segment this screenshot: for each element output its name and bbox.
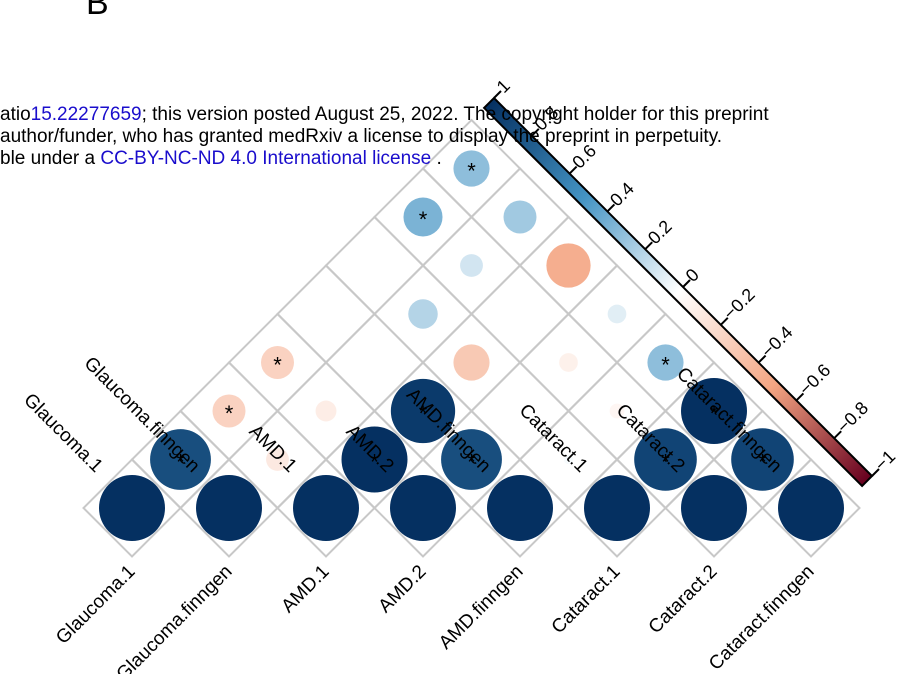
doi-link[interactable]: 15.22277659 (30, 104, 142, 125)
column-label: Cataract.2 (645, 561, 722, 638)
cell-Glaucoma.finngen-Cataract.1 (373, 264, 473, 364)
cell-Glaucoma.1-Cataract.1 (324, 215, 425, 316)
correlation-circle (681, 475, 747, 541)
correlation-circle (390, 475, 456, 541)
colorbar-tick-label: 0 (682, 265, 703, 286)
correlation-circle (261, 346, 294, 379)
preprint-notice-line2: author/funder, who has granted medRxiv a… (0, 126, 723, 147)
notice-prefix: atio (0, 104, 31, 125)
column-label: Cataract.1 (548, 561, 625, 638)
correlation-circle (647, 344, 684, 381)
correlation-circle (150, 429, 211, 490)
colorbar-tick (757, 354, 767, 364)
significance-marker: * (710, 401, 719, 426)
colorbar-tick (833, 430, 842, 439)
correlation-circle (681, 378, 747, 444)
colorbar-tick-label: −0.8 (833, 398, 872, 437)
correlation-circle (460, 254, 483, 277)
column-label: AMD.2 (375, 561, 431, 617)
cell-Glaucoma.1-Cataract.finngen: * (421, 118, 522, 219)
cell-AMD.2-Cataract.2 (518, 312, 619, 413)
correlation-circle (607, 304, 627, 324)
column-label: Glaucoma.1 (52, 561, 139, 648)
colorbar-tick-label: 0.2 (644, 216, 676, 248)
correlation-circle (778, 475, 844, 541)
significance-marker: * (661, 353, 670, 378)
colorbar-tick (644, 241, 653, 250)
preprint-notice-line3: ble under a CC-BY-NC-ND 4.0 Internationa… (0, 148, 442, 170)
significance-marker: * (661, 450, 670, 475)
colorbar-band (482, 96, 874, 488)
correlation-circle (403, 197, 443, 237)
correlation-circle (546, 243, 591, 288)
notice-prefix: ble under a (0, 148, 101, 169)
significance-marker: * (273, 353, 282, 378)
correlation-circle (487, 475, 553, 541)
cell-AMD.1-Cataract.finngen (518, 215, 619, 316)
correlation-circle (390, 378, 456, 444)
significance-marker: * (419, 401, 428, 426)
colorbar-tick-label: −1 (871, 446, 900, 475)
correlation-circle (441, 429, 502, 490)
colorbar-tick (720, 317, 729, 326)
column-label: AMD.1 (278, 561, 334, 617)
colorbar-tick-label: −0.6 (795, 360, 834, 399)
colorbar-tick (682, 279, 691, 288)
colorbar-tick (871, 468, 880, 477)
row-label: Glaucoma.1 (19, 390, 106, 477)
cell-Glaucoma.1-AMD.2: * (227, 312, 328, 413)
preprint-notice-line1: atio15.22277659; this version posted Aug… (0, 104, 769, 126)
cell-Glaucoma.1-Cataract.2: * (373, 167, 473, 267)
colorbar-tick-label: −0.2 (719, 284, 758, 323)
correlation-circle (584, 475, 650, 541)
correlation-circle (341, 426, 408, 493)
cell-border (421, 118, 522, 219)
correlation-circle (266, 448, 289, 471)
significance-marker: * (370, 450, 379, 475)
correlation-circle (634, 428, 697, 491)
cells-layer: * * * * * * * * * * * * (82, 118, 861, 558)
significance-marker: * (225, 401, 234, 426)
correlation-circle (293, 475, 359, 541)
column-label: Cataract.finngen (705, 561, 818, 674)
notice-text: ; this version posted August 25, 2022. T… (141, 104, 769, 125)
significance-marker: * (467, 450, 476, 475)
colorbar-tick-label: 0.4 (606, 178, 638, 210)
column-label: AMD.finngen (435, 561, 528, 654)
colorbar-tick (606, 203, 616, 213)
colorbar-tick (795, 392, 805, 402)
correlation-circle (559, 353, 578, 372)
significance-marker: * (176, 450, 185, 475)
colorbar-tick (493, 90, 502, 99)
significance-marker: * (419, 207, 428, 232)
correlation-circle (609, 403, 625, 419)
significance-marker: * (467, 159, 476, 184)
colorbar-tick-label: −0.4 (757, 322, 796, 361)
correlation-circle (731, 428, 794, 491)
notice-suffix: . (431, 148, 442, 169)
correlation-circle (99, 475, 165, 541)
cell-Glaucoma.finngen-Cataract.2 (421, 215, 522, 316)
cell-border (324, 215, 425, 316)
correlation-circle (453, 150, 490, 187)
correlation-circle (315, 400, 337, 422)
correlation-circle (503, 200, 537, 234)
cell-border (276, 264, 376, 364)
colorbar-tick-label: 1 (493, 76, 514, 97)
correlation-circle (212, 394, 246, 428)
cell-Glaucoma.1-AMD.finngen (276, 264, 376, 364)
correlation-circle (563, 454, 574, 465)
correlation-circle (453, 344, 490, 381)
colorbar-tick (531, 128, 540, 137)
correlation-circle (196, 475, 262, 541)
license-link[interactable]: CC-BY-NC-ND 4.0 International license (100, 148, 432, 169)
colorbar-tick (568, 165, 578, 175)
correlation-circle (408, 299, 438, 329)
significance-marker: * (758, 450, 767, 475)
panel-letter: B (86, 0, 109, 22)
